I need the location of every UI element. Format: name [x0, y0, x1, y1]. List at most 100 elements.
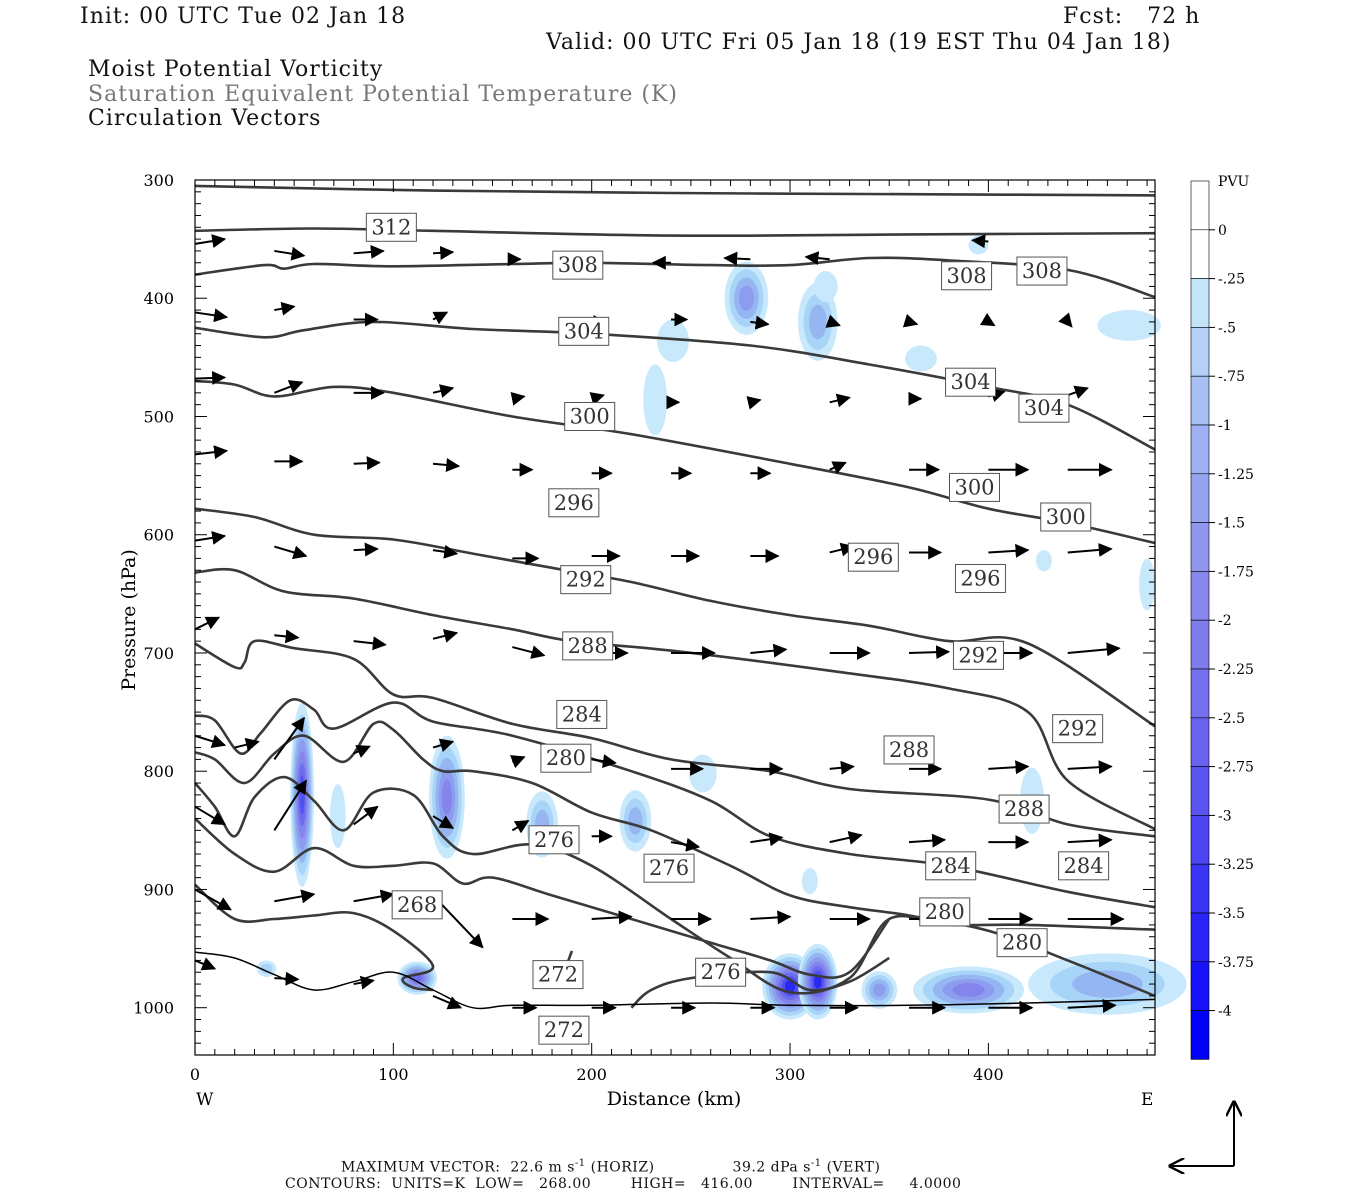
y-tick-label: 500	[143, 407, 174, 426]
max-vector-horiz-exp: -1	[574, 1158, 586, 1169]
contour-label: 292	[1058, 717, 1098, 741]
circulation-vector	[1067, 998, 1117, 1013]
theta-es-contours	[193, 184, 1156, 1009]
circulation-vector	[273, 716, 305, 760]
contour-300	[194, 379, 1156, 545]
y-tick-label: 300	[143, 171, 174, 190]
circulation-vector	[432, 384, 455, 398]
colorbar: PVU 0 -.25 -.5 -.75 -1 -1.25 -1.5 -1.75 -2 -2.25 -…	[1190, 174, 1254, 1060]
circulation-vector	[1067, 385, 1089, 399]
contour-label-box	[998, 794, 1050, 824]
x-tick-label: 100	[378, 1065, 409, 1084]
field-title-mpv: Moist Potential Vorticity	[88, 57, 384, 82]
contour-label-box	[695, 957, 747, 987]
x-tick-label: 0	[190, 1065, 200, 1084]
y-tick-label: 800	[143, 762, 174, 781]
colorbar-label: -1	[1218, 418, 1232, 434]
pv-blob	[643, 364, 668, 436]
circulation-vector	[353, 542, 379, 557]
colorbar-swatch	[1190, 327, 1210, 377]
contour-label: 300	[1046, 505, 1086, 529]
contour-label: 312	[371, 215, 411, 239]
colorbar-label: -.5	[1218, 320, 1236, 336]
contour-label: 276	[701, 960, 741, 984]
circulation-vector	[353, 805, 379, 826]
contour-label-box	[391, 890, 443, 920]
contour-276	[193, 775, 1156, 995]
circulation-vector	[909, 645, 951, 660]
contour-label: 284	[931, 854, 971, 878]
contour-label: 276	[649, 856, 689, 880]
colorbar-swatch	[1190, 229, 1210, 279]
pv-blob	[1072, 970, 1143, 998]
max-vector-horiz-label: (HORIZ)	[585, 1159, 655, 1176]
circulation-vector	[509, 755, 526, 769]
y-axis-label: Pressure (hPa)	[118, 549, 140, 691]
circulation-vector	[432, 544, 459, 559]
contour-label-box	[1018, 393, 1070, 423]
colorbar-label: 0	[1218, 223, 1227, 239]
circulation-vector	[194, 234, 227, 249]
colorbar-swatch	[1190, 668, 1210, 719]
circulation-vector	[432, 815, 455, 829]
circulation-vector	[1067, 833, 1113, 848]
circulation-vector	[194, 370, 227, 385]
contour-label: 276	[534, 828, 574, 852]
circulation-vector	[1058, 312, 1073, 328]
init-time: Init: 00 UTC Tue 02 Jan 18	[80, 4, 407, 29]
contour-label: 296	[960, 566, 1000, 590]
circulation-vector	[432, 994, 463, 1010]
contour-label: 280	[546, 746, 586, 770]
contour-label: 280	[925, 900, 965, 924]
circulation-vector	[194, 805, 226, 826]
colorbar-swatch	[1190, 863, 1210, 914]
circulation-vector	[988, 760, 1030, 775]
contour-info-line: CONTOURS: UNITS=K LOW= 268.00 HIGH= 416.…	[285, 1176, 962, 1192]
circulation-vector	[971, 234, 989, 249]
circulation-vector	[829, 393, 851, 408]
contour-label-box	[552, 250, 604, 280]
west-label: W	[196, 1090, 214, 1110]
circulation-vector	[194, 308, 229, 323]
colorbar-label: -2	[1218, 613, 1232, 629]
colorbar-swatch	[1190, 424, 1210, 475]
max-vector-vert: 39.2 dPa s	[732, 1159, 811, 1176]
circulation-vector	[194, 616, 221, 631]
contour-label: 292	[958, 643, 998, 667]
colorbar-label: -1.25	[1218, 467, 1254, 483]
colorbar-swatch	[1190, 180, 1210, 231]
circulation-vectors	[194, 234, 1125, 1015]
pv-blob	[688, 754, 717, 793]
y-tick-label: 400	[143, 289, 174, 308]
pv-blob	[299, 775, 305, 815]
contour-label-box	[847, 542, 899, 572]
circulation-vector	[829, 830, 863, 845]
pv-blob	[738, 285, 755, 311]
contour-label: 272	[538, 963, 578, 987]
contour-label: 284	[562, 702, 602, 726]
contour-label: 304	[564, 319, 604, 343]
valid-time: Valid: 00 UTC Fri 05 Jan 18 (19 EST Thu …	[546, 30, 1172, 55]
circulation-vector	[750, 643, 788, 658]
circulation-vector	[353, 889, 395, 904]
colorbar-label: -1.5	[1218, 516, 1245, 532]
contour-292	[194, 567, 1156, 831]
contour-label-box	[1052, 714, 1104, 744]
max-vector-vert-label: (VERT)	[821, 1159, 881, 1176]
circulation-vector	[432, 458, 461, 472]
contour-label-box	[560, 565, 612, 595]
pv-blob	[968, 235, 989, 255]
contour-label-box	[954, 563, 1006, 593]
circulation-vector	[194, 734, 227, 749]
colorbar-label: -3.75	[1218, 955, 1254, 971]
circulation-vector	[1067, 542, 1113, 557]
contour-label-box	[558, 316, 610, 346]
contour-label-box	[1040, 502, 1092, 532]
contour-label: 308	[947, 264, 987, 288]
colorbar-label: -3.25	[1218, 857, 1254, 873]
colorbar-swatch	[1190, 619, 1210, 670]
max-vector-horiz: MAXIMUM VECTOR: 22.6 m s	[341, 1159, 575, 1176]
east-label: E	[1141, 1090, 1153, 1110]
contour-label-box	[556, 699, 608, 729]
